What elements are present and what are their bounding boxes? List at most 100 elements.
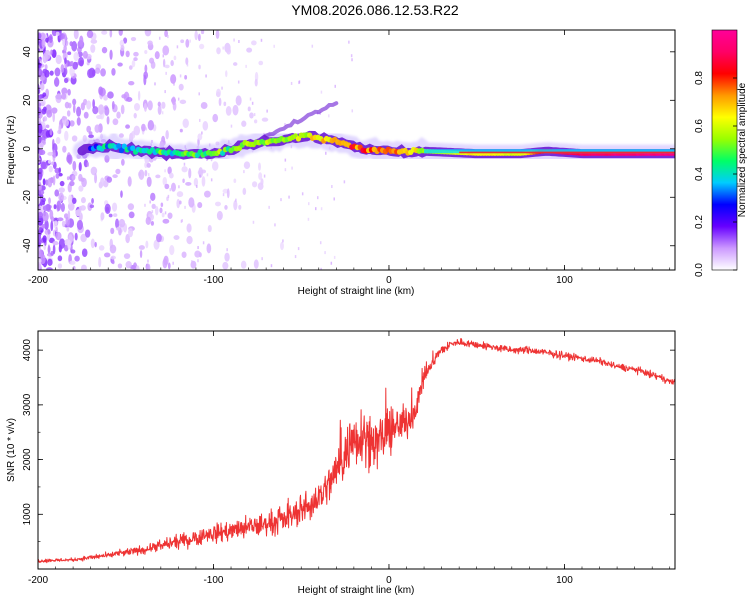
noise-blob	[38, 106, 42, 116]
noise-speckle	[343, 180, 346, 184]
noise-speckle	[288, 195, 290, 199]
noise-blob	[86, 162, 89, 167]
noise-blob	[123, 253, 131, 259]
noise-blob	[38, 157, 41, 164]
noise-blob	[91, 197, 94, 204]
noise-blob	[115, 168, 121, 175]
noise-blob	[155, 174, 161, 179]
noise-blob	[80, 264, 87, 270]
noise-speckle	[325, 151, 327, 155]
noise-speckle	[266, 109, 268, 113]
noise-blob	[224, 205, 228, 210]
noise-blob	[52, 149, 56, 158]
noise-blob	[59, 180, 65, 187]
snr-y-tick-label: 1000	[22, 503, 33, 526]
noise-blob	[63, 45, 67, 52]
noise-blob	[38, 134, 42, 145]
noise-speckle	[199, 174, 201, 178]
noise-blob	[169, 172, 174, 179]
noise-blob	[112, 174, 118, 179]
noise-blob	[170, 60, 174, 67]
noise-blob	[52, 175, 56, 186]
noise-blob	[86, 125, 92, 133]
noise-blob	[176, 198, 180, 209]
noise-blob	[131, 59, 136, 68]
noise-blob	[46, 267, 53, 270]
noise-blob	[111, 202, 118, 212]
noise-blob	[58, 238, 66, 249]
noise-blob	[157, 105, 162, 115]
noise-blob	[138, 245, 145, 250]
spectrogram-xlabel: Height of straight line (km)	[298, 286, 415, 297]
spectrogram-x-tick-label: 0	[386, 275, 392, 286]
noise-blob	[71, 197, 77, 204]
noise-blob	[186, 235, 193, 245]
noise-blob	[107, 91, 114, 99]
noise-speckle	[280, 198, 282, 202]
noise-speckle	[164, 169, 166, 173]
signal-core-blob	[118, 147, 125, 154]
noise-blob	[113, 213, 118, 217]
noise-blob	[96, 115, 103, 120]
noise-blob	[120, 44, 125, 52]
noise-speckle	[165, 71, 167, 75]
noise-speckle	[291, 166, 293, 170]
noise-speckle	[260, 38, 263, 42]
noise-blob	[90, 39, 98, 44]
noise-blob	[185, 57, 189, 65]
noise-blob	[117, 62, 123, 67]
noise-blob	[200, 30, 205, 35]
noise-blob	[52, 240, 59, 246]
noise-blob	[127, 176, 132, 187]
noise-blob	[141, 123, 146, 132]
noise-speckle	[183, 162, 186, 166]
noise-blob	[261, 117, 269, 122]
snr-y-tick-label: 2000	[22, 448, 33, 471]
noise-blob	[88, 131, 93, 135]
noise-blob	[38, 32, 42, 40]
noise-speckle	[284, 123, 286, 127]
noise-blob	[110, 255, 116, 260]
noise-speckle	[145, 127, 148, 131]
noise-blob	[125, 124, 130, 129]
noise-speckle	[205, 74, 207, 78]
noise-blob	[74, 232, 78, 241]
spectrogram-x-tick-label: -200	[28, 275, 48, 286]
noise-speckle	[151, 210, 154, 214]
noise-blob	[67, 239, 72, 250]
noise-speckle	[162, 54, 165, 58]
noise-blob	[233, 200, 238, 211]
noise-blob	[147, 119, 155, 131]
noise-blob	[194, 30, 198, 41]
noise-blob	[51, 107, 58, 114]
noise-blob	[147, 40, 153, 46]
noise-blob	[67, 210, 71, 221]
noise-blob	[222, 261, 229, 270]
snr-xlabel: Height of straight line (km)	[298, 585, 415, 596]
colorbar-gradient	[711, 29, 738, 271]
noise-blob	[128, 80, 135, 86]
noise-blob	[247, 106, 251, 112]
noise-blob	[47, 159, 52, 164]
snr-x-tick-label: -100	[203, 575, 223, 586]
noise-blob	[118, 30, 123, 36]
noise-blob	[50, 220, 54, 232]
noise-blob	[167, 212, 173, 219]
noise-blob	[45, 124, 50, 129]
noise-blob	[160, 202, 164, 208]
noise-blob	[188, 197, 195, 208]
noise-speckle	[243, 170, 245, 174]
noise-blob	[127, 203, 135, 211]
noise-blob	[80, 233, 87, 243]
noise-speckle	[268, 205, 270, 209]
noise-blob	[150, 192, 156, 202]
noise-blob	[55, 226, 58, 233]
noise-blob	[223, 101, 227, 107]
noise-blob	[207, 224, 212, 233]
noise-blob	[42, 178, 46, 186]
noise-blob	[61, 220, 66, 228]
noise-blob	[67, 194, 73, 205]
noise-blob	[115, 218, 120, 229]
